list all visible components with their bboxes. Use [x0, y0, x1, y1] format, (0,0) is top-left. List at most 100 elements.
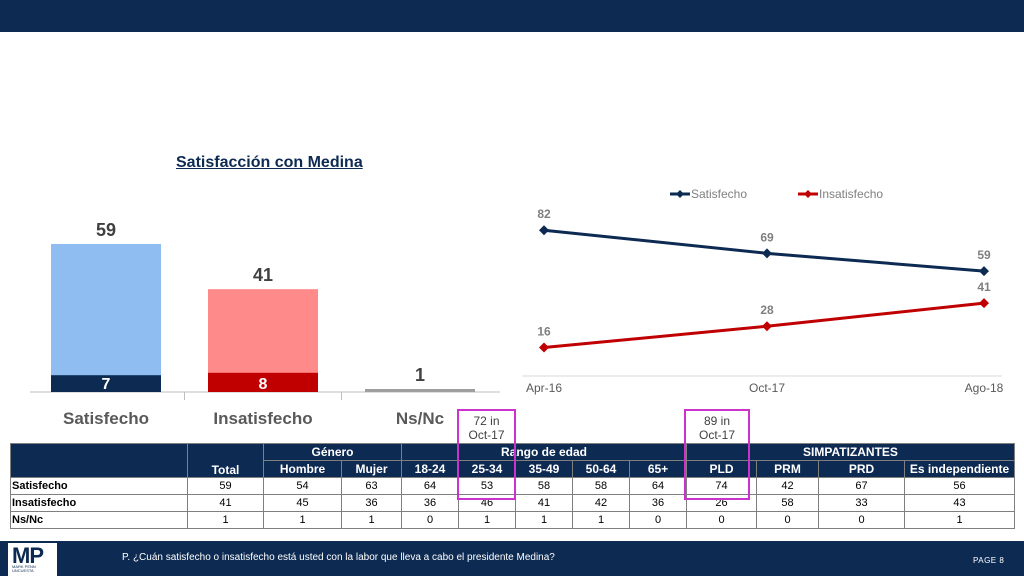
bar-category-label: Satisfecho	[63, 409, 149, 428]
logo-subtext: MARK PENN UNCUESTA	[12, 564, 36, 573]
col-header-35-49: 35-49	[515, 460, 573, 478]
table-cell: 64	[629, 477, 687, 495]
table-group-header-row: Total Género Rango de edad SIMPATIZANTES	[10, 443, 1015, 478]
bar-inner-label: 8	[259, 376, 268, 393]
table-cell: 0	[818, 511, 905, 529]
legend-label-satisfecho: Satisfecho	[691, 187, 747, 201]
table-cell: 63	[341, 477, 402, 495]
footer-bar	[0, 541, 1024, 576]
table-cell: 41	[515, 494, 573, 512]
survey-question: P. ¿Cuán satisfecho o insatisfecho está …	[122, 552, 555, 563]
logo-mp-text: MP	[12, 543, 44, 568]
line-point-label: 41	[977, 280, 991, 294]
legend-marker	[804, 190, 812, 198]
mark-penn-logo: MP MARK PENN UNCUESTA	[8, 543, 57, 576]
col-header-50-64: 50-64	[572, 460, 630, 478]
line-point-label: 28	[760, 303, 774, 317]
bar-inner-insatisfecho	[208, 372, 318, 392]
table-cell: 58	[756, 494, 819, 512]
bar-chart: 7 59 Satisfecho 8 41 Insatisfecho 1 Ns/Nc	[30, 220, 500, 428]
callout-box-25-34	[457, 409, 516, 500]
group-header-rango-edad: Rango de edad	[401, 443, 687, 461]
table-cell: 58	[572, 477, 630, 495]
line-point-label: 16	[537, 325, 551, 339]
bar-category-label: Ns/Nc	[396, 409, 444, 428]
table-row: Satisfecho 59 54 63 64 53 58 58 64 74 42 67 56	[10, 477, 1015, 495]
line-x-tick-label: Ago-18	[965, 381, 1004, 395]
bar-category-label: Insatisfecho	[213, 409, 312, 428]
table-row: Insatisfecho 41 45 36 36 46 41 42 36 26 58 33 43	[10, 494, 1015, 512]
bar-nsnc	[365, 389, 475, 392]
table-row: Ns/Nc 1 1 1 0 1 1 1 0 0 0 0 1	[10, 511, 1015, 529]
table-cell: 1	[572, 511, 630, 529]
table-cell: 0	[401, 511, 459, 529]
col-header-prm: PRM	[756, 460, 819, 478]
table-cell: 43	[904, 494, 1015, 512]
group-header-genero: Género	[263, 443, 402, 461]
page-number: PAGE 8	[973, 556, 1005, 565]
table-corner	[10, 443, 188, 478]
row-label: Ns/Nc	[10, 511, 188, 529]
table-cell: 42	[572, 494, 630, 512]
col-header-pld: PLD	[686, 460, 757, 478]
top-banner	[0, 0, 1024, 32]
line-x-tick-label: Apr-16	[526, 381, 562, 395]
line-point-satisfecho	[979, 266, 989, 277]
table-cell: 36	[401, 494, 459, 512]
table-column-header-row: Hombre Mujer 18-24 25-34 35-49 50-64 65+ PLD PRM…	[11, 460, 1015, 478]
table-cell: 58	[515, 477, 573, 495]
table-cell: 41	[187, 494, 264, 512]
bar-value-label: 1	[415, 365, 425, 385]
line-point-label: 69	[760, 230, 774, 244]
callout-text-25-34: 72 in Oct-17	[468, 414, 505, 442]
table-cell: 1	[515, 511, 573, 529]
table-cell: 0	[629, 511, 687, 529]
table-cell: 1	[458, 511, 516, 529]
col-header-es-independiente: Es independiente	[904, 460, 1015, 478]
bar-inner-satisfecho	[51, 375, 161, 392]
table-cell: 67	[818, 477, 905, 495]
col-header-hombre: Hombre	[263, 460, 342, 478]
line-point-label: 82	[537, 207, 551, 221]
table-cell: 42	[756, 477, 819, 495]
table-cell: 59	[187, 477, 264, 495]
bar-value-label: 59	[96, 220, 116, 240]
legend-label-insatisfecho: Insatisfecho	[819, 187, 883, 201]
table-cell: 45	[263, 494, 342, 512]
table-cell: 36	[341, 494, 402, 512]
bar-inner-label: 7	[102, 376, 111, 393]
col-header-total: Total	[187, 443, 264, 478]
line-point-insatisfecho	[762, 321, 772, 332]
table-cell: 0	[686, 511, 757, 529]
col-header-mujer: Mujer	[341, 460, 402, 478]
col-header-25-34: 25-34	[458, 460, 516, 478]
bar-satisfecho	[51, 244, 161, 392]
bar-value-label: 41	[253, 265, 273, 285]
col-header-18-24: 18-24	[401, 460, 459, 478]
line-x-tick-label: Oct-17	[749, 381, 785, 395]
table-cell: 56	[904, 477, 1015, 495]
table-cell: 33	[818, 494, 905, 512]
callout-text-pld: 89 in Oct-17	[698, 414, 735, 442]
callout-box-pld	[684, 409, 750, 500]
line-point-satisfecho	[762, 248, 772, 259]
crosstab-table: Total Género Rango de edad SIMPATIZANTES…	[10, 443, 1015, 529]
line-point-label: 59	[977, 248, 991, 262]
line-chart: Apr-16 Oct-17 Ago-18 Satisfecho Insatisfecho…	[522, 187, 1004, 395]
table-cell: 64	[401, 477, 459, 495]
line-point-insatisfecho	[539, 342, 549, 353]
table-cell: 36	[629, 494, 687, 512]
col-header-65-: 65+	[629, 460, 687, 478]
row-label: Insatisfecho	[10, 494, 188, 512]
table-cell: 0	[756, 511, 819, 529]
table-cell: 1	[904, 511, 1015, 529]
line-point-satisfecho	[539, 225, 549, 236]
col-header-prd: PRD	[818, 460, 905, 478]
row-label: Satisfecho	[10, 477, 188, 495]
bar-chart-title: Satisfacción con Medina	[176, 154, 363, 171]
legend-marker	[676, 190, 684, 198]
table-cell: 54	[263, 477, 342, 495]
line-point-insatisfecho	[979, 298, 989, 309]
table-cell: 1	[263, 511, 342, 529]
table-cell: 1	[187, 511, 264, 529]
